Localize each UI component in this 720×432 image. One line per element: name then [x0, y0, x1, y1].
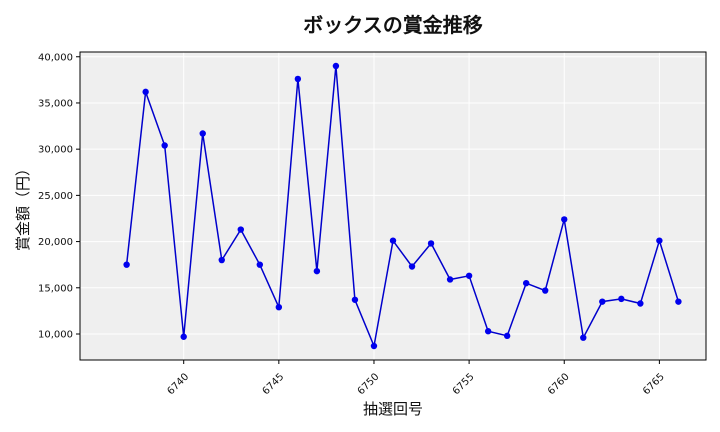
y-axis-label: 賞金額（円） — [14, 161, 32, 251]
series-line — [125, 65, 680, 349]
data-point — [313, 267, 321, 275]
x-axis-ticks: 6740 6745 6750 6755 6760 6765 — [165, 360, 667, 397]
data-point — [256, 261, 264, 268]
data-point — [161, 142, 168, 149]
data-point — [656, 237, 663, 244]
data-point — [465, 272, 473, 279]
plot-frame — [79, 51, 707, 361]
x-tick-label: 6755 — [451, 371, 477, 397]
y-tick-label: 40,000 — [38, 52, 73, 63]
series-markers — [123, 62, 682, 350]
data-point — [484, 328, 492, 335]
data-point — [294, 75, 302, 83]
x-tick-label: 6745 — [261, 371, 287, 397]
data-point — [580, 334, 587, 341]
y-tick-label: 35,000 — [38, 98, 73, 109]
chart-title: ボックスの賞金推移 — [303, 13, 482, 37]
data-point — [351, 296, 359, 303]
x-axis-label: 抽選回号 — [363, 400, 423, 418]
y-tick-label: 20,000 — [38, 237, 73, 248]
data-point — [389, 237, 397, 244]
data-point — [142, 88, 149, 96]
data-point — [427, 240, 435, 247]
y-tick-label: 30,000 — [38, 145, 73, 156]
data-point — [408, 263, 416, 270]
data-point — [446, 276, 454, 283]
data-point — [522, 279, 530, 287]
data-point — [599, 298, 606, 305]
data-point — [218, 256, 225, 264]
x-tick-label: 6740 — [165, 371, 191, 397]
data-point — [675, 298, 682, 305]
data-point — [561, 216, 568, 223]
data-point — [370, 342, 378, 350]
data-point — [237, 226, 244, 233]
data-point — [332, 62, 340, 70]
data-point — [542, 287, 549, 294]
data-point — [199, 130, 206, 137]
plot-area — [80, 52, 706, 360]
y-tick-label: 15,000 — [38, 283, 73, 294]
y-tick-label: 25,000 — [38, 191, 73, 202]
y-tick-label: 10,000 — [38, 329, 73, 340]
y-axis-ticks: 10,000 15,000 20,000 25,000 30,000 35,000 40,0… — [38, 52, 80, 340]
data-point — [503, 332, 511, 340]
data-point — [618, 295, 625, 303]
data-point — [123, 261, 130, 268]
x-tick-label: 6760 — [546, 371, 572, 397]
x-tick-label: 6750 — [356, 371, 382, 397]
data-point — [275, 303, 283, 311]
data-point — [180, 333, 187, 340]
data-point — [637, 300, 644, 307]
x-tick-label: 6765 — [641, 371, 667, 397]
